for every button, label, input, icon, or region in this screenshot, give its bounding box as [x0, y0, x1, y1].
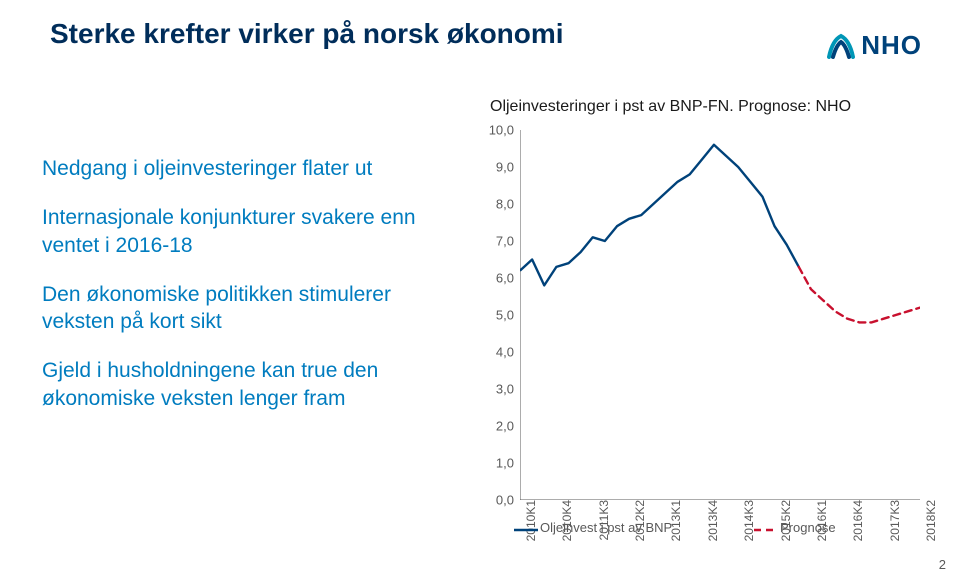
y-axis-label: 5,0	[496, 308, 520, 323]
y-axis-label: 2,0	[496, 419, 520, 434]
y-axis-label: 0,0	[496, 493, 520, 508]
chart-svg	[520, 130, 920, 500]
chart-subtitle: Oljeinvesteringer i pst av BNP-FN. Progn…	[490, 98, 851, 116]
y-axis-label: 1,0	[496, 456, 520, 471]
slide: Sterke krefter virker på norsk økonomi N…	[0, 0, 960, 582]
logo-text: NHO	[861, 30, 922, 61]
y-axis-label: 7,0	[496, 234, 520, 249]
page-title: Sterke krefter virker på norsk økonomi	[50, 18, 564, 50]
y-axis-label: 4,0	[496, 345, 520, 360]
bullet-item: Den økonomiske politikken stimulerer vek…	[42, 281, 452, 336]
chart-plot-area: 0,01,02,03,04,05,06,07,08,09,010,02010K1…	[520, 130, 920, 500]
logo-icon	[827, 33, 855, 59]
y-axis-label: 10,0	[489, 123, 520, 138]
chart: 0,01,02,03,04,05,06,07,08,09,010,02010K1…	[470, 130, 930, 560]
chart-legend: Oljeinvest i pst av BNP Prognose	[520, 520, 920, 540]
bullet-list: Nedgang i oljeinvesteringer flater ut In…	[42, 155, 452, 434]
y-axis-label: 6,0	[496, 271, 520, 286]
bullet-item: Nedgang i oljeinvesteringer flater ut	[42, 155, 452, 182]
y-axis-label: 9,0	[496, 160, 520, 175]
bullet-item: Gjeld i husholdningene kan true den økon…	[42, 357, 452, 412]
page-number: 2	[939, 557, 946, 572]
nho-logo: NHO	[827, 30, 922, 61]
title-part-1: Sterke krefter virker på	[50, 18, 363, 49]
y-axis-label: 8,0	[496, 197, 520, 212]
bullet-item: Internasjonale konjunkturer svakere enn …	[42, 204, 452, 259]
legend-forecast-label: Prognose	[780, 520, 836, 535]
legend-actual-label: Oljeinvest i pst av BNP	[540, 520, 672, 535]
title-part-2: norsk økonomi	[363, 18, 564, 49]
y-axis-label: 3,0	[496, 382, 520, 397]
x-axis-label: 2018K2	[924, 500, 938, 541]
